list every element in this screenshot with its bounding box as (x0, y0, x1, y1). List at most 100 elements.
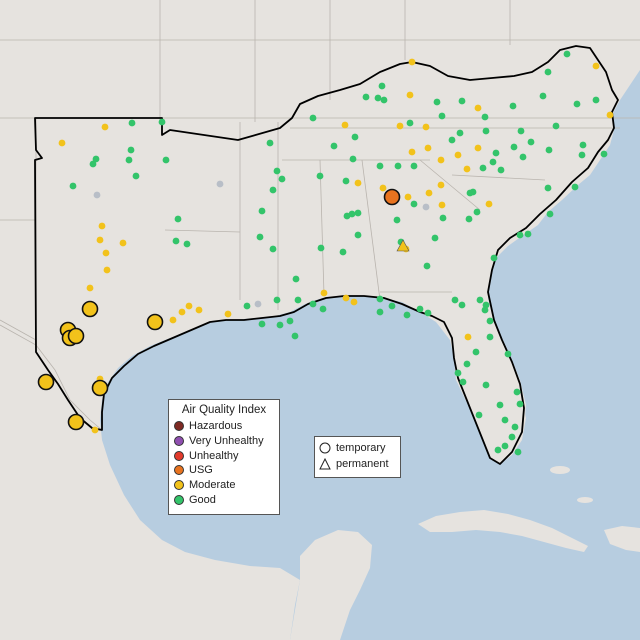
temporary-monitor-site (67, 327, 85, 345)
mexico-border (0, 324, 103, 431)
monitor-site (592, 96, 600, 104)
monitor-site (571, 183, 579, 191)
monitor-site (476, 296, 484, 304)
monitor-site (459, 378, 467, 386)
monitor-site (492, 149, 500, 157)
monitor-site (294, 296, 302, 304)
monitor-site (508, 433, 516, 441)
monitor-site (509, 102, 517, 110)
monitor-site (292, 275, 300, 283)
monitor-site (438, 201, 446, 209)
monitor-site (510, 143, 518, 151)
monitor-site (456, 129, 464, 137)
monitor-site (438, 112, 446, 120)
monitor-site (269, 186, 277, 194)
monitor-site (514, 448, 522, 456)
monitor-site (552, 122, 560, 130)
legend-label: Moderate (189, 479, 236, 492)
monitor-site (396, 122, 404, 130)
monitor-site (343, 212, 351, 220)
monitor-site (376, 162, 384, 170)
legend-good: Good (169, 492, 279, 507)
monitor-site (439, 214, 447, 222)
aqi-legend: Air Quality Index Hazardous Very Unhealt… (168, 399, 280, 515)
monitor-site (320, 289, 328, 297)
monitor-site (128, 119, 136, 127)
monitor-site (433, 98, 441, 106)
monitor-type-legend: temporary permanent (314, 436, 401, 478)
monitor-site (424, 144, 432, 152)
monitor-site (309, 300, 317, 308)
monitor-site (98, 222, 106, 230)
monitor-site (276, 321, 284, 329)
land-yucatan (290, 530, 372, 640)
monitor-site (132, 172, 140, 180)
monitor-site (174, 215, 182, 223)
monitor-site (425, 189, 433, 197)
monitor-site (482, 381, 490, 389)
monitor-site (504, 350, 512, 358)
monitor-site (379, 184, 387, 192)
monitor-site (606, 111, 614, 119)
monitor-site (103, 266, 111, 274)
monitor-site (403, 311, 411, 319)
monitor-site (592, 62, 600, 70)
monitor-site (481, 113, 489, 121)
triangle-icon (319, 458, 331, 470)
monitor-site (406, 91, 414, 99)
legend-moderate: Moderate (169, 478, 279, 493)
land-florida (452, 310, 526, 464)
monitor-site (317, 244, 325, 252)
region-outline (34, 45, 619, 465)
land-cuba (418, 510, 588, 552)
monitor-site (254, 300, 262, 308)
monitor-site (158, 118, 166, 126)
monitor-site (125, 156, 133, 164)
monitor-site (127, 146, 135, 154)
monitor-site (494, 446, 502, 454)
monitor-site (278, 175, 286, 183)
monitor-site (376, 308, 384, 316)
monitor-site (475, 411, 483, 419)
monitor-site (545, 146, 553, 154)
monitor-site (408, 58, 416, 66)
monitor-site (524, 230, 532, 238)
legend-label: Hazardous (189, 420, 243, 433)
very-unhealthy-swatch (174, 436, 184, 447)
monitor-site (410, 162, 418, 170)
monitor-site (273, 296, 281, 304)
monitor-site (485, 200, 493, 208)
monitor-site (362, 93, 370, 101)
monitor-site (490, 254, 498, 262)
monitor-site (437, 181, 445, 189)
monitor-site (58, 139, 66, 147)
monitor-site (92, 155, 100, 163)
temporary-monitor-site (91, 379, 109, 397)
monitor-site (431, 234, 439, 242)
monitor-site (454, 369, 462, 377)
monitor-site (269, 245, 277, 253)
monitor-site (474, 104, 482, 112)
legend-unhealthy: Unhealthy (169, 448, 279, 463)
monitor-site (496, 401, 504, 409)
land-hispaniola (604, 526, 640, 552)
monitor-site (256, 233, 264, 241)
monitor-site (91, 426, 99, 434)
monitor-site (501, 416, 509, 424)
monitor-site (89, 160, 97, 168)
monitor-site (473, 208, 481, 216)
monitor-site (517, 127, 525, 135)
legend-label: Very Unhealthy (189, 435, 264, 448)
monitor-site (519, 153, 527, 161)
monitor-site (349, 155, 357, 163)
legend-title: Air Quality Index (181, 404, 267, 416)
monitor-site (573, 100, 581, 108)
monitor-site (273, 167, 281, 175)
monitor-site (309, 114, 317, 122)
legend-label: USG (189, 464, 213, 477)
monitor-site (102, 249, 110, 257)
temporary-monitor-site (67, 413, 85, 431)
monitor-site (319, 305, 327, 313)
